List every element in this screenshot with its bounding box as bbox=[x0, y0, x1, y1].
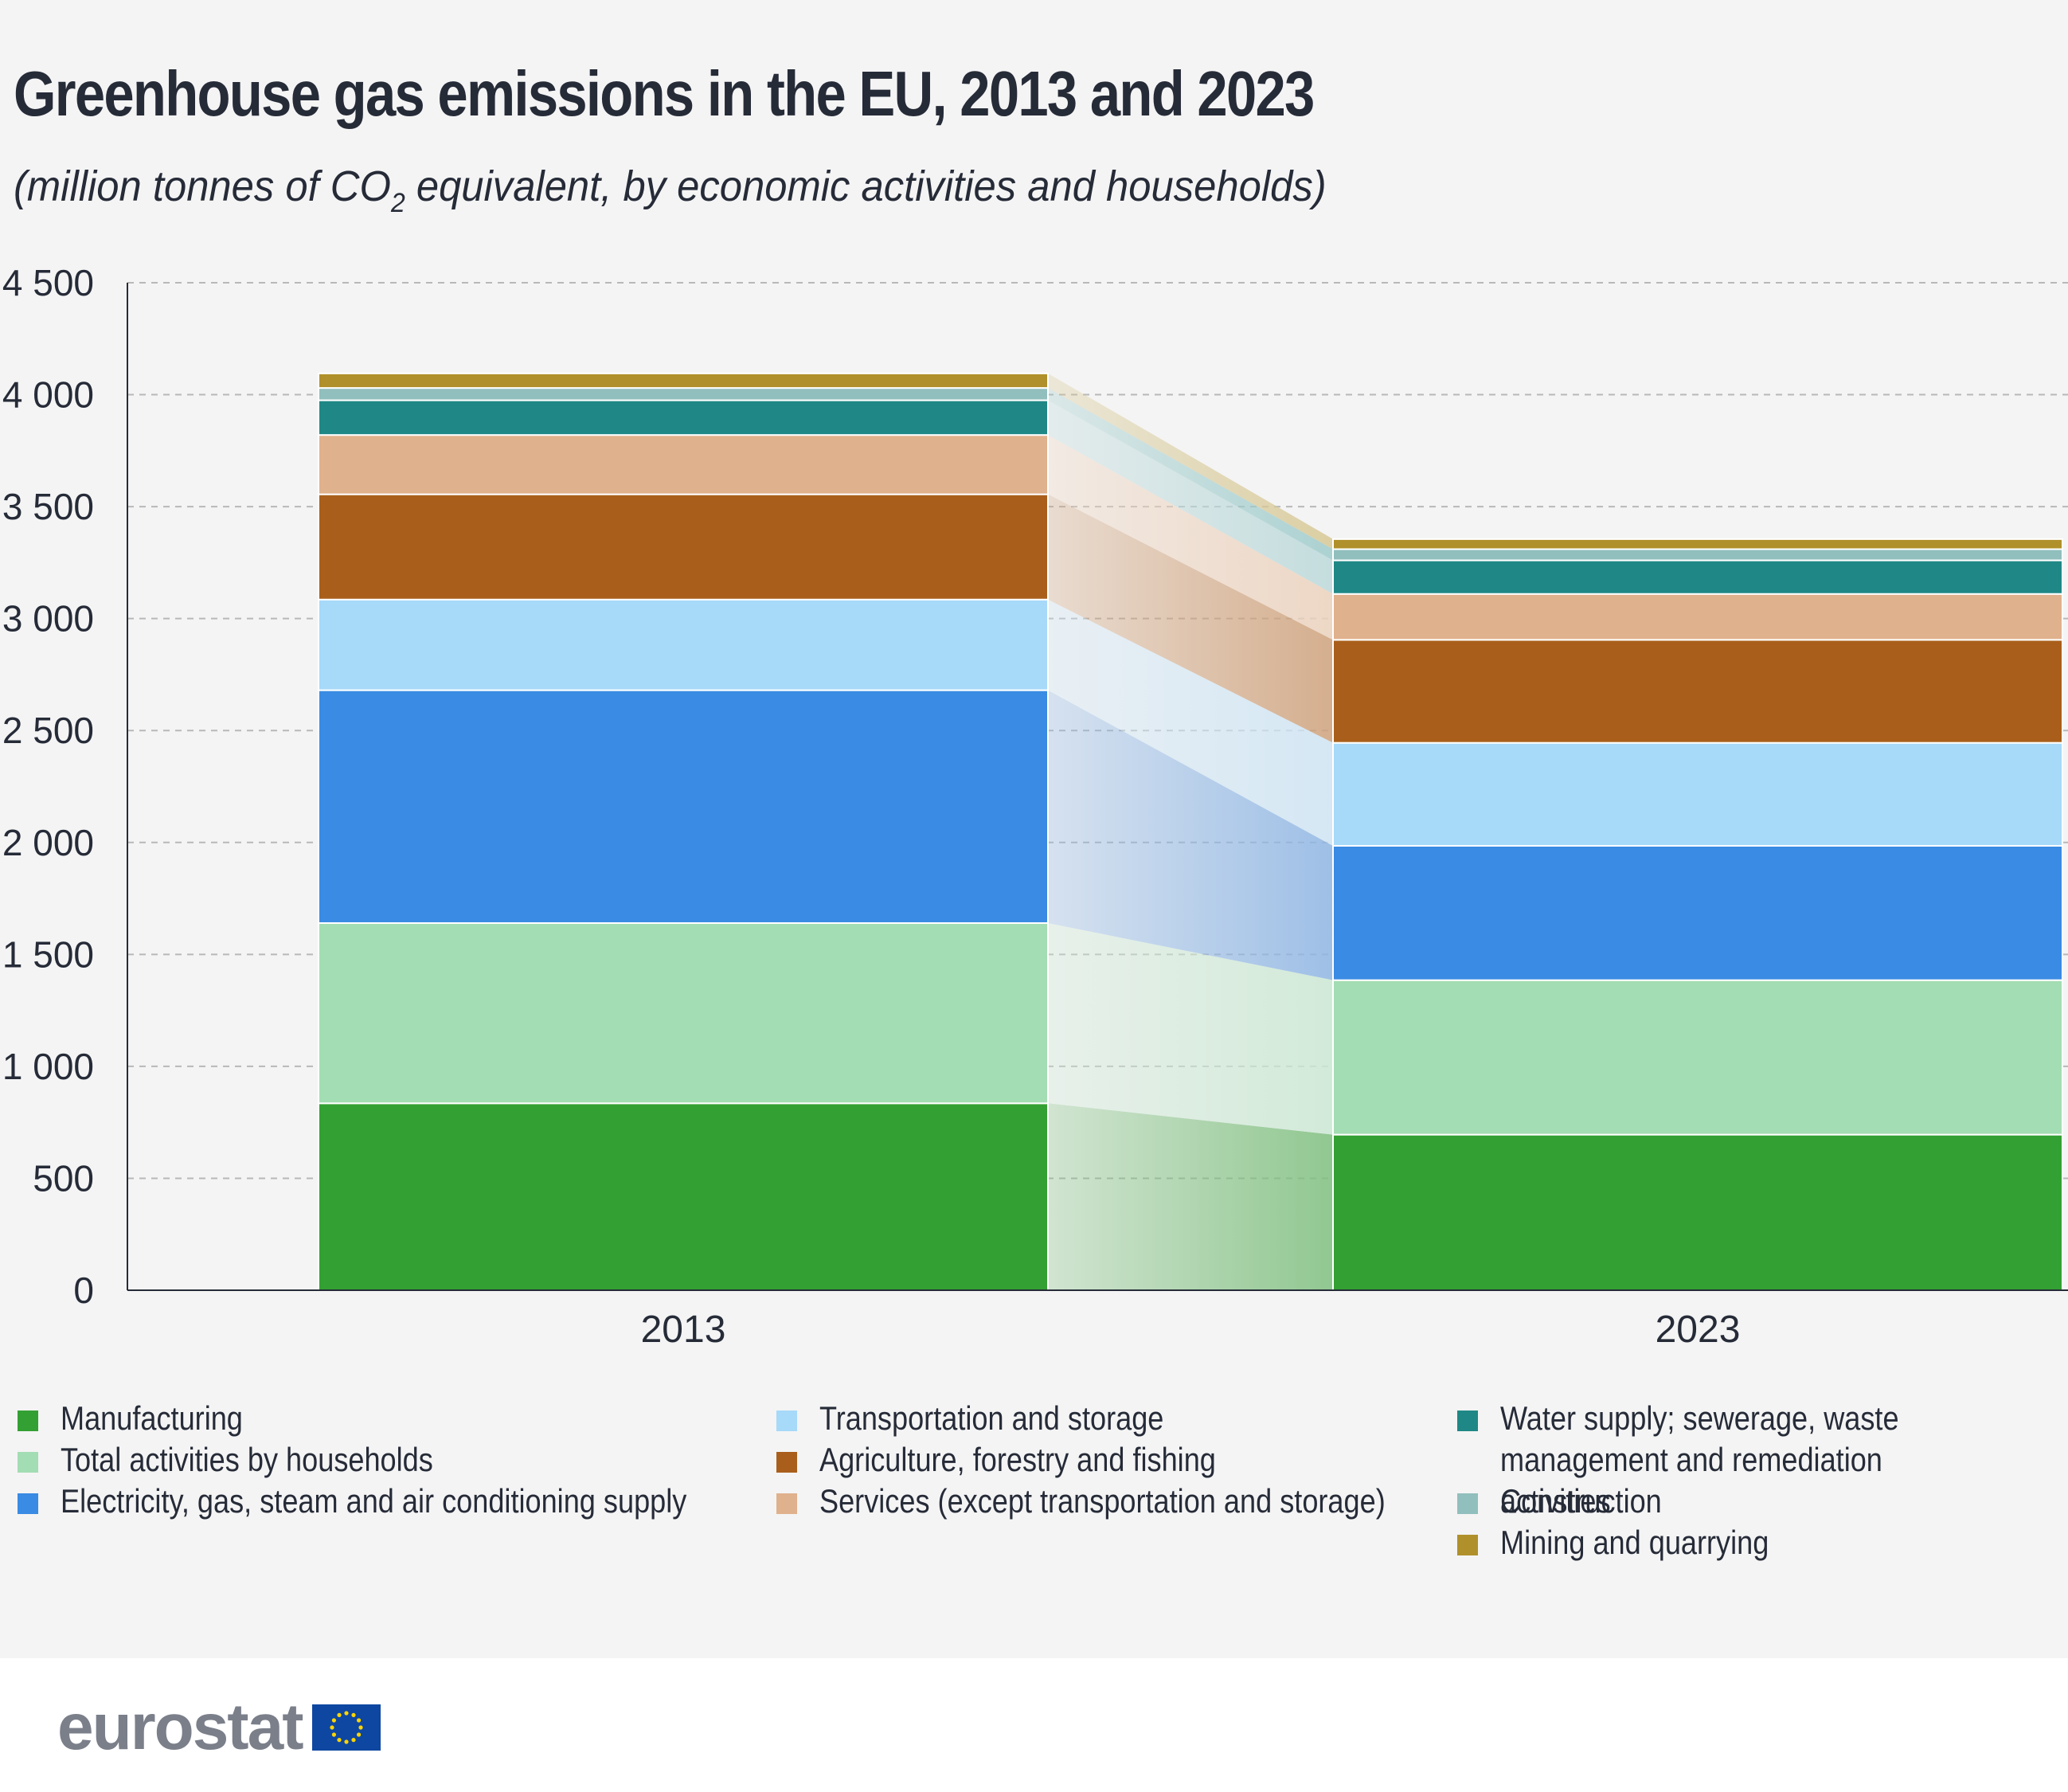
legend-label: Mining and quarrying bbox=[1500, 1524, 1769, 1561]
connector-band bbox=[1048, 1103, 1333, 1290]
legend-label: Transportation and storage bbox=[819, 1399, 1164, 1437]
flag-star bbox=[343, 1739, 349, 1744]
x-tick-label: 2023 bbox=[1656, 1309, 1741, 1351]
bar-segment bbox=[1332, 1133, 2063, 1292]
connector-band bbox=[1048, 690, 1333, 980]
flag-star bbox=[343, 1711, 349, 1716]
bar-segment bbox=[318, 372, 1049, 389]
tick-labels: 0 500 1 000 1 500 2 000 2 500 3 000 3 500 4 000 4… bbox=[2, 262, 1741, 1351]
legend-item: Mining and quarrying bbox=[1457, 1522, 1812, 1563]
flag-star bbox=[356, 1718, 361, 1723]
bar-segment bbox=[318, 493, 1049, 601]
y-tick-label: 3 000 bbox=[2, 598, 94, 640]
legend-label: Manufacturing bbox=[61, 1399, 243, 1437]
legend-swatch bbox=[776, 1452, 797, 1473]
flag-star bbox=[350, 1712, 356, 1717]
bar-segment bbox=[1332, 844, 2063, 981]
bars bbox=[318, 372, 2063, 1292]
legend-label: Construction bbox=[1500, 1482, 1662, 1520]
bar-segment bbox=[318, 387, 1049, 401]
legend-label: Services (except transportation and stor… bbox=[819, 1482, 1386, 1520]
legend-item: Services (except transportation and stor… bbox=[776, 1481, 1477, 1522]
bar-segment bbox=[1332, 559, 2063, 595]
legend-item: Electricity, gas, steam and air conditio… bbox=[18, 1481, 788, 1522]
eu-flag-icon bbox=[311, 1704, 381, 1751]
legend: Manufacturing Total activities by househo… bbox=[0, 1398, 2068, 1589]
bar-segment bbox=[318, 399, 1049, 436]
legend-swatch bbox=[18, 1452, 38, 1473]
bar-segment bbox=[318, 1102, 1049, 1291]
legend-label: Electricity, gas, steam and air conditio… bbox=[61, 1482, 687, 1520]
logo-text: eurostat bbox=[57, 1691, 304, 1763]
legend-label: Agriculture, forestry and fishing bbox=[819, 1441, 1216, 1478]
legend-item: Water supply; sewerage, waste management… bbox=[1457, 1398, 2046, 1522]
stacked-bar-chart: 0 500 1 000 1 500 2 000 2 500 3 000 3 500 4 000 4… bbox=[2, 262, 2068, 1351]
legend-item: Manufacturing bbox=[18, 1398, 272, 1439]
bar-segment bbox=[1332, 538, 2063, 550]
y-tick-label: 0 bbox=[73, 1270, 94, 1311]
flag-star bbox=[358, 1725, 363, 1730]
axes bbox=[127, 283, 2068, 1291]
flag-star bbox=[336, 1738, 342, 1743]
x-tick-label: 2013 bbox=[641, 1309, 726, 1351]
bar-segment bbox=[318, 921, 1049, 1105]
legend-swatch bbox=[1457, 1535, 1478, 1555]
connector-band bbox=[1048, 435, 1333, 640]
y-tick-label: 1 000 bbox=[2, 1046, 94, 1087]
subtitle-text-post: equivalent, by economic activities and h… bbox=[405, 162, 1327, 210]
bar-segment bbox=[318, 598, 1049, 691]
bar-segment bbox=[1332, 741, 2063, 847]
connector-band bbox=[1048, 599, 1333, 846]
legend-swatch bbox=[1457, 1411, 1478, 1431]
subtitle-text-pre: (million tonnes of CO bbox=[14, 162, 391, 210]
legend-swatch bbox=[776, 1493, 797, 1514]
eurostat-logo: eurostat bbox=[57, 1690, 381, 1765]
y-tick-label: 500 bbox=[33, 1157, 94, 1199]
legend-item: Transportation and storage bbox=[776, 1398, 1220, 1439]
legend-label: Total activities by households bbox=[61, 1441, 433, 1478]
flag-star bbox=[331, 1718, 336, 1723]
legend-swatch bbox=[18, 1411, 38, 1431]
subtitle-subscript: 2 bbox=[390, 188, 405, 218]
chart-subtitle: (million tonnes of CO2 equivalent, by ec… bbox=[14, 162, 1327, 219]
flag-star bbox=[331, 1732, 336, 1737]
y-tick-label: 2 500 bbox=[2, 710, 94, 751]
legend-item: Total activities by households bbox=[18, 1439, 494, 1481]
chart-title: Greenhouse gas emissions in the EU, 2013… bbox=[14, 58, 1315, 129]
connector-band bbox=[1048, 388, 1333, 561]
legend-swatch bbox=[1457, 1493, 1478, 1514]
connector-band bbox=[1048, 400, 1333, 594]
connector-band bbox=[1048, 922, 1333, 1135]
connector-bands bbox=[1048, 373, 1333, 1290]
legend-item: Agriculture, forestry and fishing bbox=[776, 1439, 1280, 1481]
legend-label: Water supply; sewerage, waste management… bbox=[1500, 1399, 1899, 1520]
flag-star bbox=[356, 1732, 361, 1737]
y-tick-label: 2 000 bbox=[2, 822, 94, 863]
bar-segment bbox=[1332, 548, 2063, 561]
y-tick-label: 4 500 bbox=[2, 262, 94, 303]
flag-star bbox=[350, 1738, 356, 1743]
y-tick-label: 1 500 bbox=[2, 933, 94, 975]
bar-segment bbox=[318, 434, 1049, 495]
connector-band bbox=[1048, 373, 1333, 550]
bar-segment bbox=[1332, 979, 2063, 1136]
y-tick-label: 3 500 bbox=[2, 486, 94, 527]
bar-segment bbox=[318, 689, 1049, 924]
flag-star bbox=[336, 1712, 342, 1717]
y-tick-label: 4 000 bbox=[2, 374, 94, 416]
flag-star bbox=[329, 1725, 334, 1730]
legend-swatch bbox=[776, 1411, 797, 1431]
legend-swatch bbox=[18, 1493, 38, 1514]
connector-band bbox=[1048, 494, 1333, 743]
legend-item: Construction bbox=[1457, 1481, 1688, 1522]
bar-segment bbox=[1332, 639, 2063, 744]
bar-segment bbox=[1332, 593, 2063, 641]
